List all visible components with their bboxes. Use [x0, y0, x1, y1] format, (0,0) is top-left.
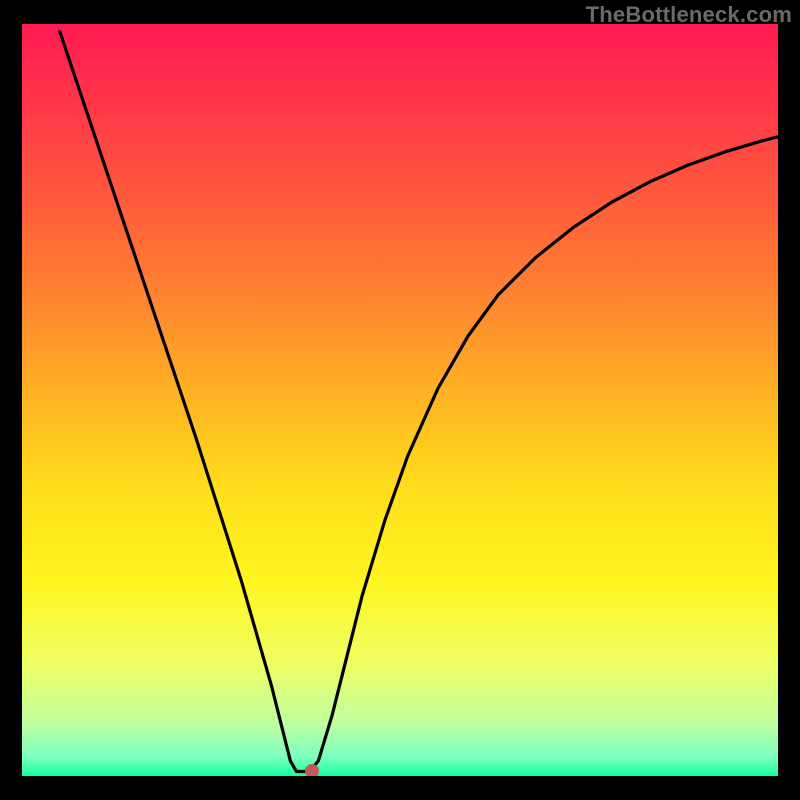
watermark-text: TheBottleneck.com	[586, 2, 792, 28]
curve-path	[60, 32, 778, 772]
optimum-marker	[305, 764, 319, 776]
outer-frame: TheBottleneck.com	[0, 0, 800, 800]
plot-area	[22, 24, 778, 776]
bottleneck-curve	[22, 24, 778, 776]
